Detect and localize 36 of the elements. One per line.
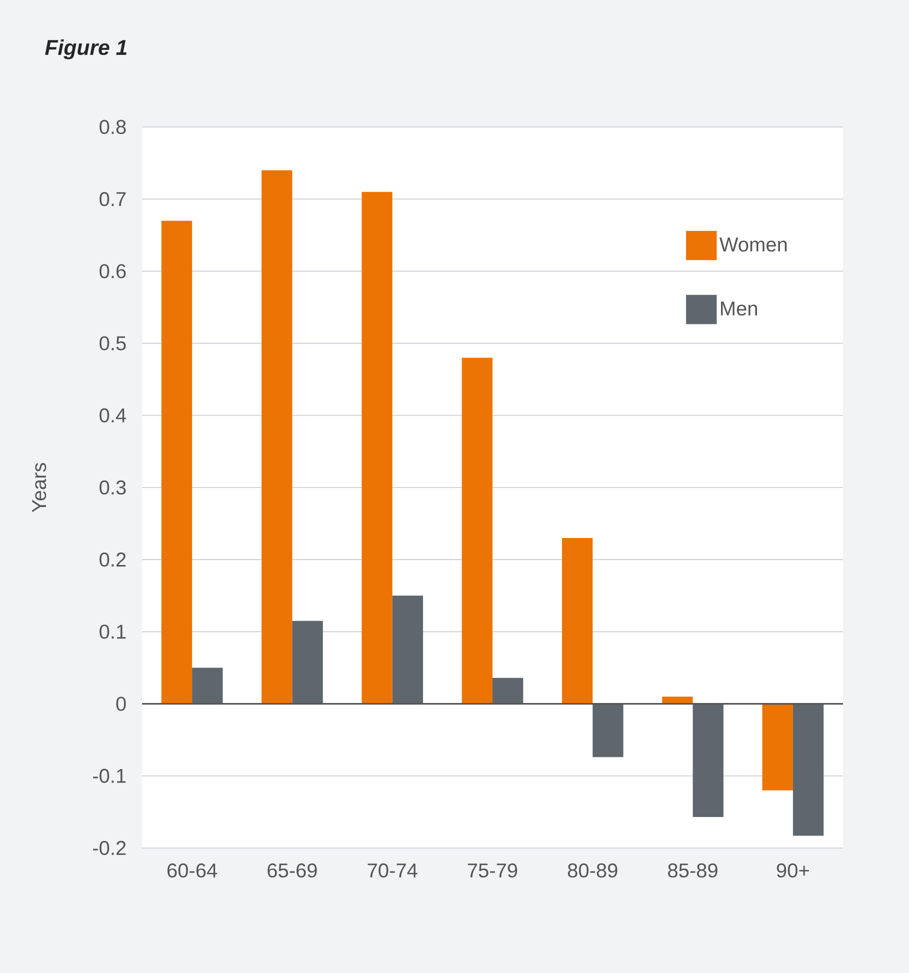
y-tick-label: 0.3 (100, 480, 126, 495)
x-tick-label: 60-64 (168, 863, 218, 878)
bar (161, 220, 192, 704)
bar (562, 538, 593, 704)
bar (292, 620, 323, 704)
bar (792, 704, 824, 836)
bar (762, 704, 793, 790)
bar (592, 704, 624, 758)
y-tick-label: 0.7 (100, 192, 126, 206)
x-tick-label: 65-69 (268, 863, 317, 878)
bar (262, 170, 292, 704)
x-tick-label: 75-79 (468, 863, 518, 878)
y-tick-label: -0.2 (93, 840, 126, 856)
y-tick-label: 0.6 (100, 264, 126, 278)
chart-title: Figure 1 (45, 39, 127, 60)
legend-label: Women (719, 238, 787, 252)
y-tick-label: 0.8 (100, 120, 126, 134)
x-tick-label: 90+ (776, 863, 809, 878)
legend-label: Men (721, 302, 757, 316)
y-axis-title: Years (32, 463, 46, 512)
x-tick-label: 85-89 (668, 863, 718, 878)
bar (362, 192, 392, 704)
bar (462, 358, 493, 704)
y-tick-label: 0.5 (100, 336, 126, 350)
y-tick-label: 0.1 (100, 624, 126, 639)
bar (662, 696, 693, 704)
bar (392, 596, 424, 704)
bar (192, 668, 223, 704)
x-tick-label: 80-89 (568, 863, 618, 878)
bar (492, 678, 524, 704)
y-tick-label: 0 (116, 696, 126, 711)
y-tick-label: -0.1 (93, 768, 126, 783)
y-tick-label: 0.4 (100, 408, 126, 422)
bar (692, 704, 724, 817)
y-tick-label: 0.2 (100, 552, 126, 567)
x-tick-label: 70-74 (368, 863, 418, 878)
